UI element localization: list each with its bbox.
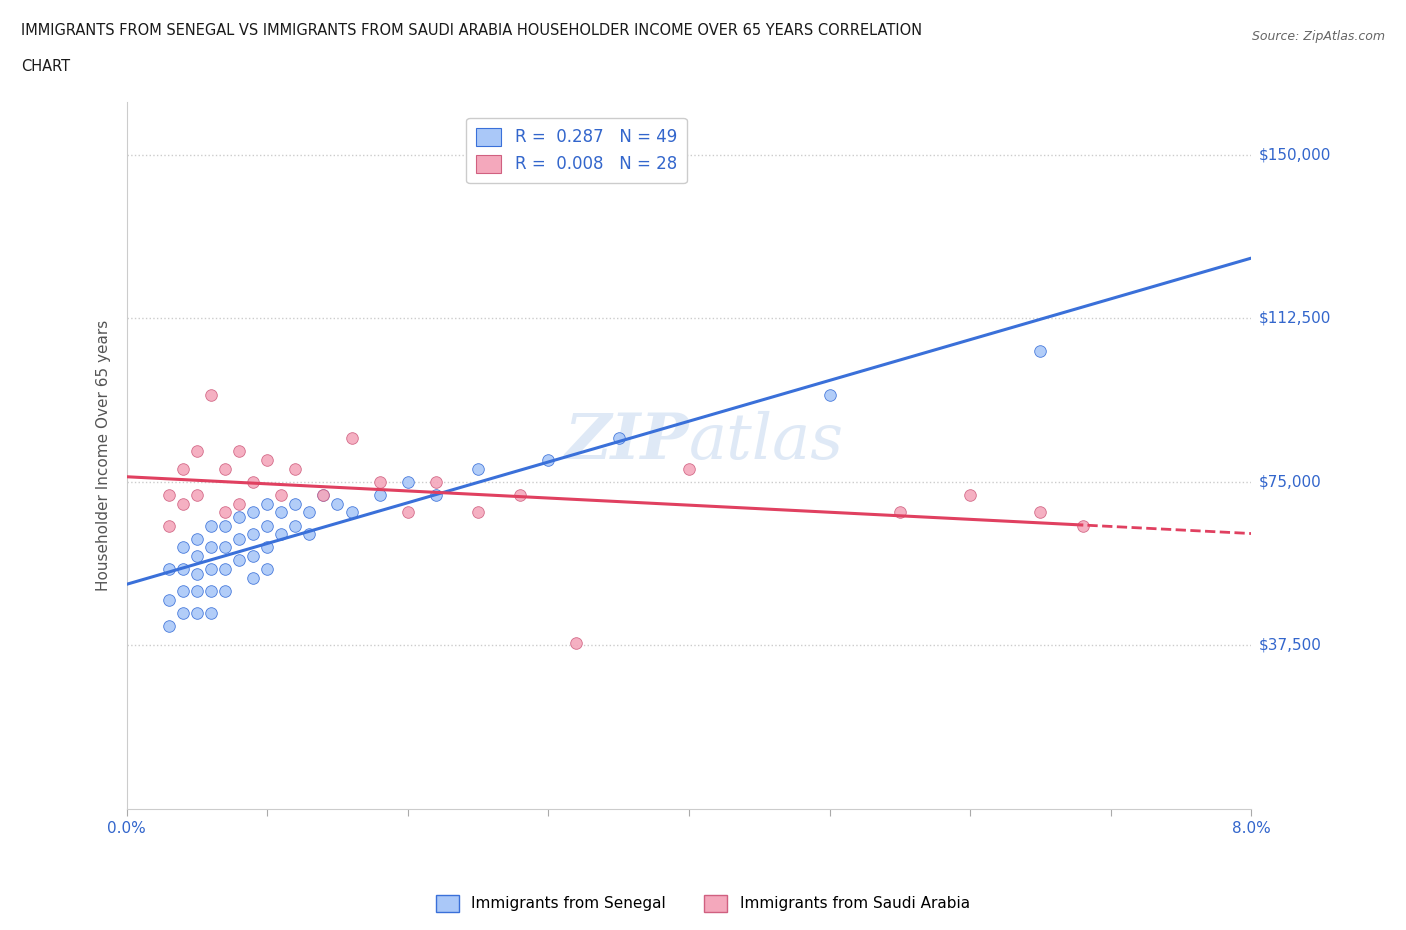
Point [537,453,560,468]
Point [270,526,292,541]
Point [172,497,194,512]
Point [425,487,447,502]
Point [186,566,208,581]
Point [340,431,363,445]
Point [186,583,208,598]
Point [172,562,194,577]
Point [368,487,391,502]
Point [214,505,236,520]
Point [186,487,208,502]
Point [256,453,278,468]
Point [312,487,335,502]
Point [228,510,250,525]
Point [172,605,194,620]
Point [467,461,489,476]
Text: $37,500: $37,500 [1258,638,1322,653]
Point [326,497,349,512]
Point [214,583,236,598]
Point [200,605,222,620]
Point [172,583,194,598]
Point [172,540,194,555]
Point [157,618,180,633]
Point [256,497,278,512]
Point [889,505,911,520]
Point [200,562,222,577]
Point [256,562,278,577]
Point [228,531,250,546]
Point [200,518,222,533]
Text: $75,000: $75,000 [1258,474,1322,489]
Text: IMMIGRANTS FROM SENEGAL VS IMMIGRANTS FROM SAUDI ARABIA HOUSEHOLDER INCOME OVER : IMMIGRANTS FROM SENEGAL VS IMMIGRANTS FR… [21,23,922,38]
Point [214,562,236,577]
Point [228,444,250,458]
Point [172,461,194,476]
Point [157,487,180,502]
Point [200,387,222,402]
Point [565,636,588,651]
Point [312,487,335,502]
Point [214,461,236,476]
Point [368,474,391,489]
Point [425,474,447,489]
Point [818,387,841,402]
Point [678,461,700,476]
Point [242,570,264,585]
Point [228,553,250,568]
Point [298,505,321,520]
Point [242,526,264,541]
Point [284,497,307,512]
Text: ZIP: ZIP [564,411,689,472]
Point [1071,518,1094,533]
Point [270,487,292,502]
Text: Source: ZipAtlas.com: Source: ZipAtlas.com [1251,30,1385,43]
Point [959,487,981,502]
Point [467,505,489,520]
Point [200,540,222,555]
Point [186,444,208,458]
Point [607,431,630,445]
Point [298,526,321,541]
Point [270,505,292,520]
Point [242,549,264,564]
Point [396,505,419,520]
Legend: Immigrants from Senegal, Immigrants from Saudi Arabia: Immigrants from Senegal, Immigrants from… [430,889,976,918]
Legend: R =  0.287   N = 49, R =  0.008   N = 28: R = 0.287 N = 49, R = 0.008 N = 28 [467,118,686,183]
Text: CHART: CHART [21,59,70,73]
Text: atlas: atlas [689,411,844,472]
Point [284,461,307,476]
Point [284,518,307,533]
Point [509,487,531,502]
Point [396,474,419,489]
Point [214,540,236,555]
Point [256,518,278,533]
Y-axis label: Householder Income Over 65 years: Householder Income Over 65 years [96,320,111,591]
Point [340,505,363,520]
Text: $150,000: $150,000 [1258,147,1330,162]
Point [157,562,180,577]
Text: $112,500: $112,500 [1258,311,1330,325]
Point [186,605,208,620]
Point [242,505,264,520]
Point [242,474,264,489]
Point [1029,343,1052,358]
Point [1029,505,1052,520]
Point [256,540,278,555]
Point [228,497,250,512]
Point [186,531,208,546]
Point [157,518,180,533]
Point [214,518,236,533]
Point [200,583,222,598]
Point [186,549,208,564]
Point [157,592,180,607]
